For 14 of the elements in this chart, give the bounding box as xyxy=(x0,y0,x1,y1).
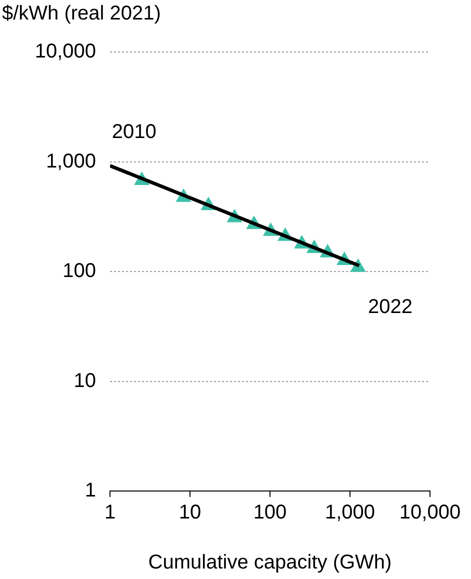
y-tick-label: 1,000 xyxy=(46,150,96,172)
y-tick-label: 10 xyxy=(74,370,96,392)
x-tick-label: 1 xyxy=(104,502,116,524)
x-axis-title: Cumulative capacity (GWh) xyxy=(148,552,392,574)
y-tick-label: 10,000 xyxy=(34,40,96,63)
y-axis-title: $/kWh (real 2021) xyxy=(2,2,161,25)
x-tick-label: 10,000 xyxy=(399,502,461,524)
annotation: 2022 xyxy=(368,296,413,318)
x-tick-label: 1,000 xyxy=(324,502,376,524)
y-tick-label: 100 xyxy=(62,260,96,282)
annotation: 2010 xyxy=(112,121,156,143)
x-tick-label: 10 xyxy=(178,502,202,524)
x-tick-label: 100 xyxy=(253,502,287,524)
y-tick-label: 1 xyxy=(84,480,96,502)
